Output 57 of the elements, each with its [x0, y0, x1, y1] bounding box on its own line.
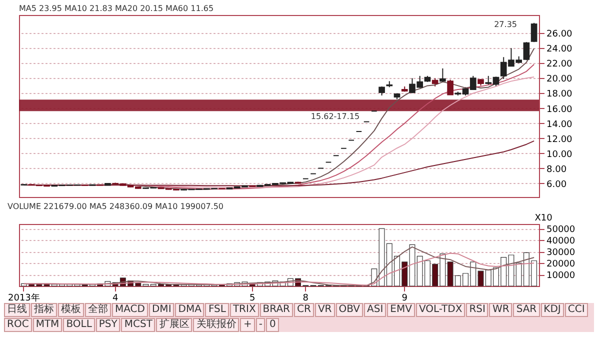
text: SAR	[513, 303, 540, 317]
x-tick-label: 2013年	[8, 292, 40, 304]
y-tick-label: 22.00	[546, 60, 573, 70]
text: MTM	[32, 318, 62, 332]
x-tick-label: 5	[249, 294, 256, 304]
text: BRAR	[260, 303, 293, 317]
x-tick-label: 4	[112, 294, 118, 304]
text: PSY	[96, 318, 120, 332]
y-tick-label: 10000	[546, 271, 576, 282]
text: 日线	[4, 303, 30, 317]
text: DMI	[148, 303, 174, 317]
y-tick-label: 50000	[546, 225, 576, 236]
text: EMV	[387, 303, 415, 317]
x-tick-label: 9	[402, 294, 408, 304]
text: OBV	[336, 303, 363, 317]
text: TRIX	[230, 303, 259, 317]
text: +	[240, 318, 255, 332]
text: -	[256, 318, 266, 332]
text: BOLL	[63, 318, 95, 332]
text: VOL-TDX	[416, 303, 466, 317]
y-tick-label: 14.00	[546, 120, 573, 130]
y-tick-label: 16.00	[546, 104, 573, 115]
text: KDJ	[540, 303, 564, 317]
text: RSI	[466, 303, 488, 317]
y-tick-label: 40000	[546, 236, 576, 247]
text: FSL	[205, 303, 229, 317]
text: 扩展区	[156, 318, 192, 332]
y-tick-label: 6.00	[546, 180, 567, 190]
text: 关联报价	[193, 318, 240, 332]
text: 全部	[85, 303, 111, 317]
text: WR	[489, 303, 512, 317]
y-tick-label: 12.00	[546, 134, 573, 145]
text: 模板	[58, 303, 84, 317]
y-tick-label: 30000	[546, 248, 576, 258]
y-tick-label: 24.00	[546, 44, 573, 55]
chart-title: VOLUME 221679.00 MA5 248360.09 MA10 199007.50	[7, 202, 224, 211]
band-label: 15.62-17.15	[310, 112, 360, 122]
text: VR	[314, 303, 335, 317]
chart-title: MA5 23.95 MA10 21.83 MA20 20.15 MA60 11.65	[19, 4, 214, 13]
text: ROC	[4, 318, 32, 332]
y-tick-label: 20.00	[546, 74, 573, 85]
text: 指标	[31, 303, 57, 317]
y-tick-label: 8.00	[546, 164, 567, 175]
y-tick-label: 18.00	[546, 90, 573, 100]
x-tick-label: 8	[302, 294, 309, 304]
y-axis-title: X10	[534, 214, 553, 224]
text: MACD	[112, 303, 148, 317]
y-tick-label: 26.00	[546, 30, 573, 40]
annotation: 27.35	[494, 20, 517, 29]
text: ASI	[364, 303, 386, 317]
text: MCST	[121, 318, 156, 332]
text: CR	[294, 303, 314, 317]
text: CCI	[564, 303, 588, 317]
text: DMA	[175, 303, 204, 317]
y-tick-label: 10.00	[546, 150, 573, 160]
y-tick-label: 20000	[546, 260, 576, 270]
text: 0	[266, 318, 279, 332]
